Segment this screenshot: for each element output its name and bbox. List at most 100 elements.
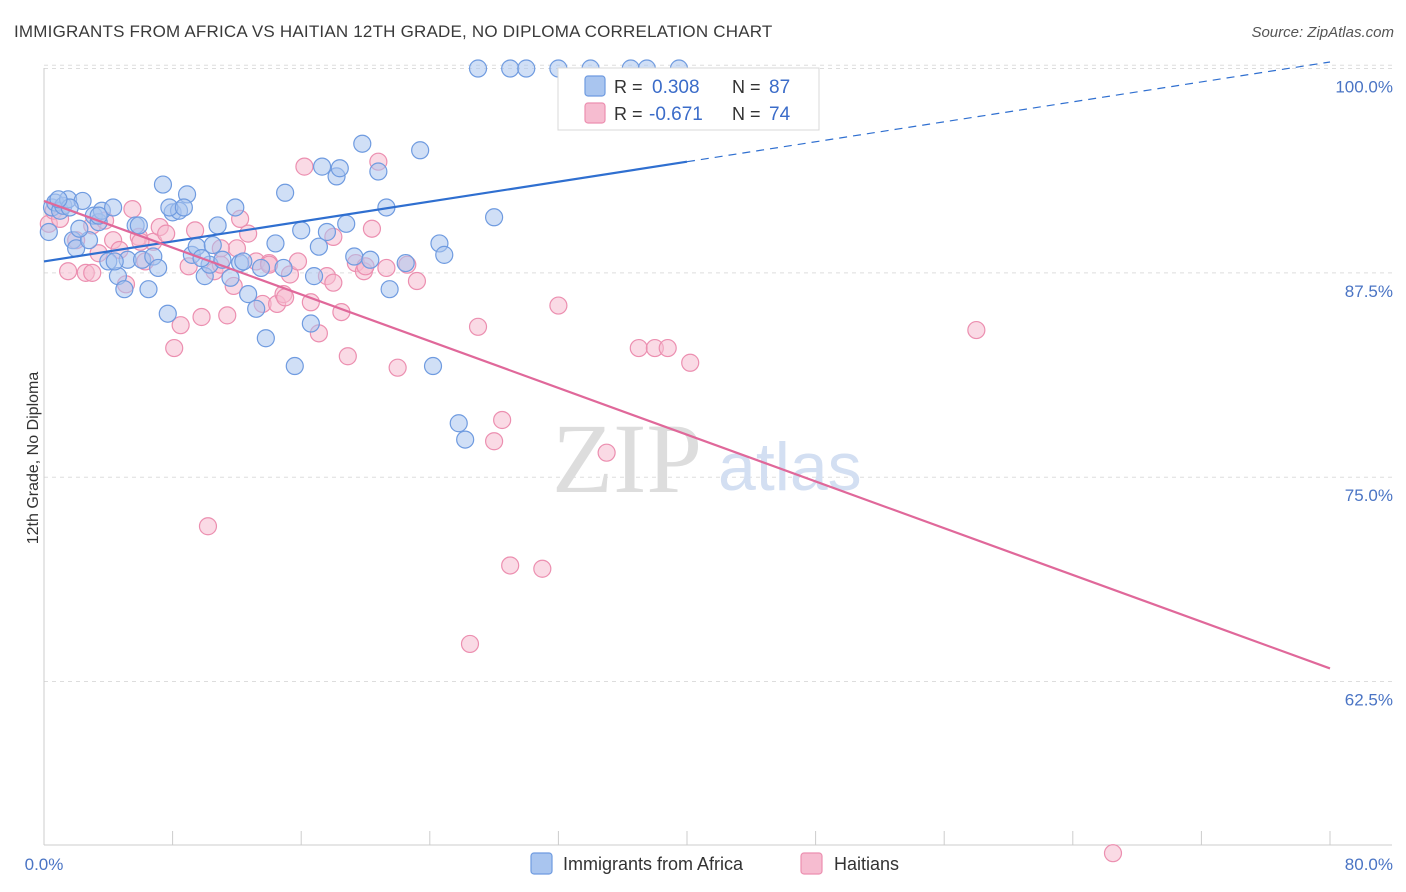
africa-point-37 xyxy=(247,299,266,318)
y-tick-label-0: 100.0% xyxy=(1335,78,1393,97)
haitians-point-37 xyxy=(295,157,314,176)
africa-point-71 xyxy=(251,258,271,278)
africa-point-20 xyxy=(139,280,158,299)
africa-point-61 xyxy=(501,59,520,78)
africa-point-14 xyxy=(104,198,123,217)
africa-point-40 xyxy=(274,258,293,278)
africa-point-36 xyxy=(239,285,258,304)
bottom-legend-label-africa: Immigrants from Africa xyxy=(563,854,744,874)
legend-n-label-blue: N = xyxy=(732,77,761,97)
africa-point-45 xyxy=(317,222,337,242)
africa-point-0 xyxy=(39,222,58,242)
haitians-point-73 xyxy=(324,273,343,292)
africa-point-57 xyxy=(435,245,454,264)
africa-point-32 xyxy=(208,216,227,235)
africa-point-73 xyxy=(174,198,193,217)
haitians-point-43 xyxy=(338,347,357,366)
tick-labels: 100.0% 87.5% 75.0% 62.5% 0.0% 80.0% xyxy=(25,78,1393,874)
africa-trend-line xyxy=(43,160,688,263)
chart-source: Source: ZipAtlas.com xyxy=(1251,24,1394,41)
trend-lines xyxy=(43,61,1331,670)
africa-point-75 xyxy=(105,252,124,271)
bottom-legend-label-haitians: Haitians xyxy=(834,854,899,874)
gridlines xyxy=(44,64,1392,683)
bottom-legend-swatch-blue xyxy=(530,852,553,875)
legend-swatch-pink xyxy=(584,102,606,124)
haitians-point-58 xyxy=(549,296,568,315)
africa-trend-extension xyxy=(686,61,1331,163)
africa-point-54 xyxy=(411,141,430,160)
africa-point-69 xyxy=(234,252,253,271)
africa-point-86 xyxy=(485,208,504,227)
haitians-point-54 xyxy=(485,432,504,451)
haitians-point-22 xyxy=(192,307,211,327)
watermark-zip: ZIP xyxy=(552,403,702,514)
legend-r-value-pink: -0.671 xyxy=(649,104,703,125)
haitians-point-29 xyxy=(239,224,258,243)
africa-point-62 xyxy=(517,59,536,78)
legend-n-label-pink: N = xyxy=(732,104,761,124)
haitians-point-19 xyxy=(171,316,190,335)
africa-point-49 xyxy=(353,134,372,153)
africa-point-38 xyxy=(256,329,275,348)
haitians-point-59 xyxy=(597,443,616,462)
haitians-point-49 xyxy=(388,358,407,377)
africa-point-39 xyxy=(266,234,285,253)
africa-point-50 xyxy=(361,250,380,269)
africa-point-44 xyxy=(309,237,328,256)
x-tick-label-1: 80.0% xyxy=(1345,855,1393,874)
haitians-point-63 xyxy=(681,353,700,372)
africa-point-60 xyxy=(468,59,488,78)
haitians-point-12 xyxy=(123,200,142,219)
africa-point-47 xyxy=(337,214,356,233)
africa-point-51 xyxy=(369,162,388,181)
bottom-legend-swatch-pink xyxy=(800,852,823,875)
africa-point-83 xyxy=(203,235,222,255)
haitians-point-3 xyxy=(59,262,78,281)
haitians-point-38 xyxy=(301,293,320,312)
africa-point-58 xyxy=(449,414,468,433)
africa-point-78 xyxy=(312,157,332,176)
watermark-atlas: atlas xyxy=(718,429,862,505)
africa-point-48 xyxy=(345,247,364,266)
haitians-point-60 xyxy=(629,338,648,358)
haitians-point-18 xyxy=(165,338,184,358)
africa-point-55 xyxy=(423,356,443,376)
africa-point-74 xyxy=(129,216,148,235)
haitians-point-48 xyxy=(377,258,396,278)
africa-point-16 xyxy=(115,280,134,299)
africa-point-70 xyxy=(226,198,245,217)
y-tick-label-3: 62.5% xyxy=(1345,691,1393,710)
haitians-point-62 xyxy=(658,338,677,358)
africa-point-79 xyxy=(276,183,295,202)
x-tick-label-0: 0.0% xyxy=(25,855,64,874)
series-legend: Immigrants from Africa Haitians xyxy=(530,852,899,875)
chart-title: IMMIGRANTS FROM AFRICA VS HAITIAN 12TH G… xyxy=(14,22,773,41)
watermark: ZIP atlas xyxy=(552,403,862,514)
legend-n-value-blue: 87 xyxy=(769,77,790,98)
africa-points xyxy=(39,59,689,449)
africa-point-84 xyxy=(70,219,89,238)
africa-point-68 xyxy=(304,267,324,286)
africa-point-42 xyxy=(292,221,311,240)
haitians-point-17 xyxy=(157,224,176,243)
axes xyxy=(43,68,1392,846)
haitians-point-26 xyxy=(218,306,237,325)
haitians-point-57 xyxy=(533,559,552,578)
legend-n-value-pink: 74 xyxy=(769,104,791,125)
legend-r-value-blue: 0.308 xyxy=(652,77,700,98)
haitians-point-52 xyxy=(460,634,480,654)
y-axis-title: 12th Grade, No Diploma xyxy=(25,372,42,545)
africa-point-23 xyxy=(153,175,173,194)
haitians-point-51 xyxy=(407,271,427,291)
y-tick-label-2: 75.0% xyxy=(1345,486,1393,505)
africa-point-52 xyxy=(380,280,399,299)
haitians-point-64 xyxy=(967,320,986,340)
africa-point-80 xyxy=(330,159,349,178)
haitians-point-56 xyxy=(501,556,520,575)
legend-swatch-blue xyxy=(584,75,606,97)
africa-point-43 xyxy=(301,314,320,333)
haitians-point-55 xyxy=(493,410,512,430)
legend-r-label-blue: R = xyxy=(614,77,643,97)
